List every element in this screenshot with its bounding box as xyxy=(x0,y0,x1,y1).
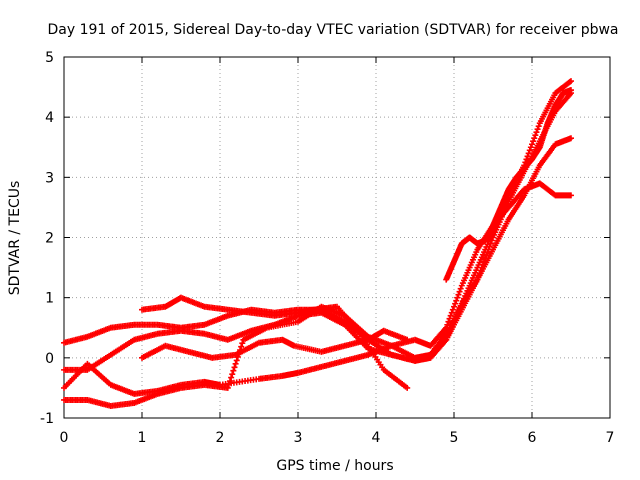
data-point xyxy=(228,374,235,381)
data-point xyxy=(566,78,573,85)
x-tick-label: 2 xyxy=(216,430,225,446)
data-point xyxy=(232,360,239,367)
data-point xyxy=(446,315,453,322)
y-tick-label: 5 xyxy=(45,50,54,66)
data-points xyxy=(61,78,574,409)
data-point xyxy=(484,249,491,256)
data-point xyxy=(525,150,532,157)
data-point xyxy=(230,367,237,374)
y-tick-label: 0 xyxy=(45,351,54,367)
data-point xyxy=(533,129,540,136)
x-tick-label: 0 xyxy=(60,430,69,446)
y-axis-label: SDTVAR / TECUs xyxy=(7,181,23,296)
series-track-7 xyxy=(443,87,574,283)
data-point xyxy=(568,135,574,142)
data-point xyxy=(404,336,411,343)
data-point xyxy=(238,343,245,350)
data-point xyxy=(452,300,459,307)
y-tick-label: 2 xyxy=(45,231,54,247)
data-point xyxy=(487,240,494,247)
data-point xyxy=(447,312,454,319)
data-point xyxy=(231,364,238,371)
y-tick-label: 4 xyxy=(45,110,54,126)
x-tick-label: 4 xyxy=(372,430,381,446)
data-point xyxy=(448,309,455,316)
data-point xyxy=(233,357,240,364)
data-point xyxy=(535,123,542,130)
data-point xyxy=(457,285,464,292)
data-point xyxy=(531,135,538,142)
x-tick-label: 6 xyxy=(528,430,537,446)
data-point xyxy=(534,126,541,133)
x-axis-label: GPS time / hours xyxy=(276,458,393,474)
data-point xyxy=(449,306,456,313)
series-track-6 xyxy=(139,327,411,361)
y-tick-label: -1 xyxy=(40,411,54,427)
data-point xyxy=(456,288,463,295)
data-point xyxy=(526,147,533,154)
data-point xyxy=(229,371,236,378)
data-point xyxy=(568,192,574,199)
data-point xyxy=(488,237,495,244)
data-point xyxy=(527,144,534,151)
data-point xyxy=(532,132,539,139)
series-track-4 xyxy=(61,180,574,397)
x-tick-label: 1 xyxy=(138,430,147,446)
x-tick-label: 3 xyxy=(294,430,303,446)
data-point xyxy=(568,87,574,94)
data-point xyxy=(454,294,461,301)
data-point xyxy=(529,141,535,148)
data-point xyxy=(453,297,460,304)
data-point xyxy=(451,303,457,310)
y-tick-label: 1 xyxy=(45,291,54,307)
x-tick-label: 5 xyxy=(450,430,459,446)
data-point xyxy=(404,384,411,391)
data-point xyxy=(486,243,493,250)
data-point xyxy=(239,340,246,347)
chart-title: Day 191 of 2015, Sidereal Day-to-day VTE… xyxy=(47,22,618,38)
data-point xyxy=(455,291,462,298)
data-point xyxy=(568,78,574,85)
x-tick-label: 7 xyxy=(606,430,615,446)
axis-ticks: 0 1 2 3 4 5 6 7 -1 0 1 2 3 4 5 xyxy=(40,50,614,446)
data-point xyxy=(444,321,451,328)
series-track-5 xyxy=(139,294,411,391)
data-point xyxy=(445,318,452,325)
grid-lines xyxy=(64,57,610,418)
data-point xyxy=(443,324,450,331)
data-point xyxy=(523,156,530,163)
y-tick-label: 3 xyxy=(45,170,54,186)
data-point xyxy=(530,138,537,145)
